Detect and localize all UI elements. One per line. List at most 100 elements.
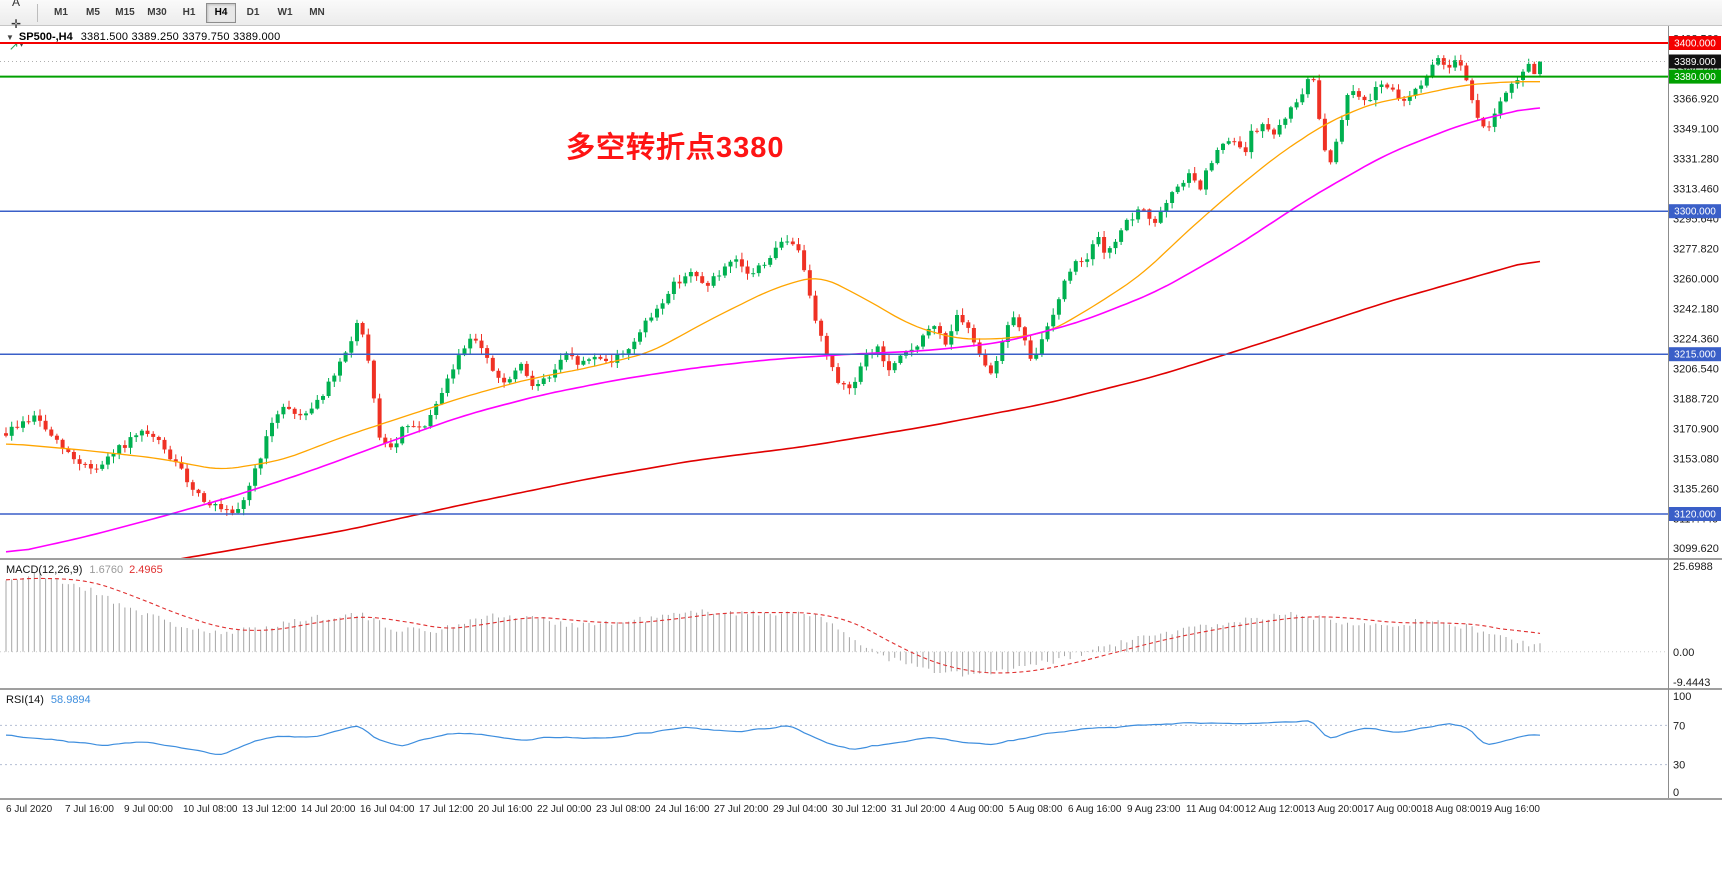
hline-3120.000[interactable]: 3120.000 xyxy=(0,507,1721,521)
hline-3389.000[interactable]: 3389.000 xyxy=(0,54,1721,69)
macd-name: MACD(12,26,9) xyxy=(6,564,83,576)
time-label: 10 Jul 08:00 xyxy=(183,804,238,815)
candle-body xyxy=(1221,143,1225,150)
chart-annotation-text[interactable]: 多空转折点3380 xyxy=(566,132,785,164)
candle-body xyxy=(1175,186,1180,193)
time-label: 23 Jul 08:00 xyxy=(596,804,651,815)
candle-body xyxy=(1470,80,1475,101)
rsi-indicator-label: RSI(14) 58.9894 xyxy=(6,694,91,706)
candle-body xyxy=(1119,230,1124,242)
candle-body xyxy=(77,459,82,464)
candle-body xyxy=(1107,248,1112,253)
candle-body xyxy=(705,282,710,286)
svg-text:3300.000: 3300.000 xyxy=(1674,207,1716,218)
candle-body xyxy=(756,265,761,274)
hline-3215.000[interactable]: 3215.000 xyxy=(0,347,1721,362)
collapse-arrow-icon[interactable]: ▼ xyxy=(6,33,14,42)
price-pane-chart[interactable]: 3402.5603384.7403366.9203349.1003331.280… xyxy=(0,26,1722,558)
indicator-arrow-button[interactable]: ↗ ▾ xyxy=(3,35,29,57)
rsi-scale[interactable]: 100 70 30 0 xyxy=(1673,691,1691,798)
candle-body xyxy=(185,468,190,483)
candle-body xyxy=(462,348,467,356)
timeframe-button-W1[interactable]: W1 xyxy=(277,6,293,18)
time-axis[interactable]: 6 Jul 2020 7 Jul 16:00 9 Jul 00:00 10 Jul 0… xyxy=(0,800,1722,822)
candle-body xyxy=(1509,83,1514,93)
candle-body xyxy=(1187,173,1191,183)
candle-body xyxy=(1453,60,1458,68)
rsi-name: RSI(14) xyxy=(6,694,44,706)
macd-pane-chart[interactable]: 25.6988 0.00 -9.4443 xyxy=(0,560,1722,688)
svg-text:3206.540: 3206.540 xyxy=(1673,363,1719,375)
candle-body xyxy=(190,482,195,490)
toolbar-icon-group: ▦A✛↗▾ xyxy=(3,0,30,57)
candle-body xyxy=(604,358,608,361)
candle-body xyxy=(1062,280,1067,300)
candle-body xyxy=(892,363,897,371)
candle-body xyxy=(660,303,665,309)
candles-layer xyxy=(4,54,1542,516)
crosshair-button[interactable]: ✛ xyxy=(3,13,29,35)
candle-body xyxy=(145,430,150,434)
pane-splitter-rsi[interactable] xyxy=(0,688,1722,690)
candle-body xyxy=(349,341,354,353)
macd-scale[interactable]: 25.6988 0.00 -9.4443 xyxy=(1673,561,1713,688)
hline-3380.000[interactable]: 3380.000 xyxy=(0,69,1721,84)
candle-body xyxy=(1475,100,1480,118)
time-label: 6 Aug 16:00 xyxy=(1068,804,1122,815)
candle-body xyxy=(196,489,201,494)
candle-body xyxy=(592,356,597,360)
timeframe-button-D1[interactable]: D1 xyxy=(246,6,260,18)
candle-body xyxy=(666,293,671,304)
timeframe-button-H4[interactable]: H4 xyxy=(206,2,236,23)
time-label: 17 Jul 12:00 xyxy=(419,804,474,815)
candle-body xyxy=(632,341,637,350)
timeframe-button-M5[interactable]: M5 xyxy=(86,6,100,18)
candle-body xyxy=(128,437,133,448)
candle-body xyxy=(1170,192,1175,203)
candle-body xyxy=(1334,141,1339,163)
candle-body xyxy=(1164,203,1169,212)
candle-body xyxy=(100,464,105,469)
candle-body xyxy=(1039,339,1044,355)
candle-body xyxy=(1504,92,1508,102)
candle-body xyxy=(1532,63,1537,75)
candle-body xyxy=(1215,150,1220,164)
candle-body xyxy=(1339,120,1344,142)
price-scale-ticks[interactable]: 3402.5603384.7403366.9203349.1003331.280… xyxy=(1673,34,1719,556)
svg-text:3389.000: 3389.000 xyxy=(1674,57,1716,68)
macd-indicator-label: MACD(12,26,9) 1.6760 2.4965 xyxy=(6,564,163,576)
candle-body xyxy=(796,244,801,251)
candle-body xyxy=(485,348,490,358)
time-label: 14 Jul 20:00 xyxy=(301,804,356,815)
candle-body xyxy=(122,445,127,448)
dropdown-caret-icon: ▾ xyxy=(19,41,24,49)
candle-body xyxy=(977,342,982,355)
pointer-a-icon: A xyxy=(11,0,20,9)
candle-body xyxy=(1277,125,1282,135)
timeframe-button-H1[interactable]: H1 xyxy=(182,6,196,18)
candle-body xyxy=(1260,124,1265,132)
candle-body xyxy=(1322,118,1327,151)
candle-body xyxy=(1283,118,1288,125)
symbol-name: SP500-,H4 xyxy=(18,31,73,43)
pointer-a-button[interactable]: A xyxy=(3,0,29,13)
rsi-pane-chart[interactable]: 100 70 30 0 xyxy=(0,690,1722,798)
pane-splitter-macd[interactable] xyxy=(0,558,1722,560)
candle-body xyxy=(275,414,280,423)
candle-body xyxy=(1051,314,1056,327)
timeframe-button-MN[interactable]: MN xyxy=(309,6,325,18)
timeframe-button-M1[interactable]: M1 xyxy=(54,6,68,18)
timeframe-button-M30[interactable]: M30 xyxy=(147,6,167,18)
timeframe-button-M15[interactable]: M15 xyxy=(115,6,135,18)
svg-text:3242.180: 3242.180 xyxy=(1673,304,1719,316)
candle-body xyxy=(219,504,224,510)
candle-body xyxy=(162,439,167,450)
hline-3300.000[interactable]: 3300.000 xyxy=(0,204,1721,219)
hline-3400.000[interactable]: 3400.000 xyxy=(0,36,1721,50)
candle-body xyxy=(1068,271,1073,281)
candle-body xyxy=(71,452,76,460)
candle-body xyxy=(717,275,722,277)
candle-body xyxy=(304,413,308,416)
candle-body xyxy=(247,485,252,501)
candle-body xyxy=(700,276,705,283)
